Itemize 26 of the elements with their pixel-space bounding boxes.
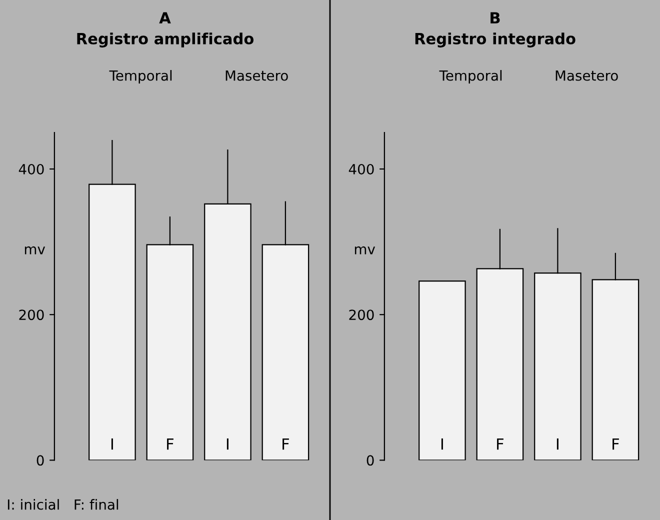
x-tick-label: F <box>612 438 619 450</box>
y-axis-title: mv <box>354 246 376 254</box>
x-tick-label: I <box>226 438 228 450</box>
y-axis-title: mv <box>24 246 46 254</box>
x-tick-label: I <box>441 438 443 450</box>
chart-title: A <box>159 12 171 24</box>
text: Masetero <box>226 70 288 81</box>
y-tick-label: 200 <box>349 310 374 320</box>
x-tick-label: F <box>167 438 174 450</box>
chart-subtitle: Registro integrado <box>415 32 576 48</box>
y-tick-label: 400 <box>348 164 374 174</box>
x-tick-label: F <box>282 438 289 450</box>
y-tick-label: 0 <box>366 455 374 466</box>
bar <box>418 280 466 460</box>
y-tick-label: 400 <box>18 164 44 174</box>
text: Masetero <box>556 70 618 81</box>
y-tick-label: 200 <box>19 310 44 320</box>
text: Temporal <box>439 70 502 84</box>
chart-subtitle: Registro amplificado <box>77 32 254 48</box>
chart-title: B <box>490 12 500 24</box>
text: I: inicial F: final <box>8 499 118 510</box>
y-tick-label: 0 <box>36 455 44 466</box>
x-tick-label: I <box>111 438 113 450</box>
x-tick-label: I <box>556 438 558 450</box>
x-tick-label: F <box>497 438 504 450</box>
text: Temporal <box>109 70 172 84</box>
